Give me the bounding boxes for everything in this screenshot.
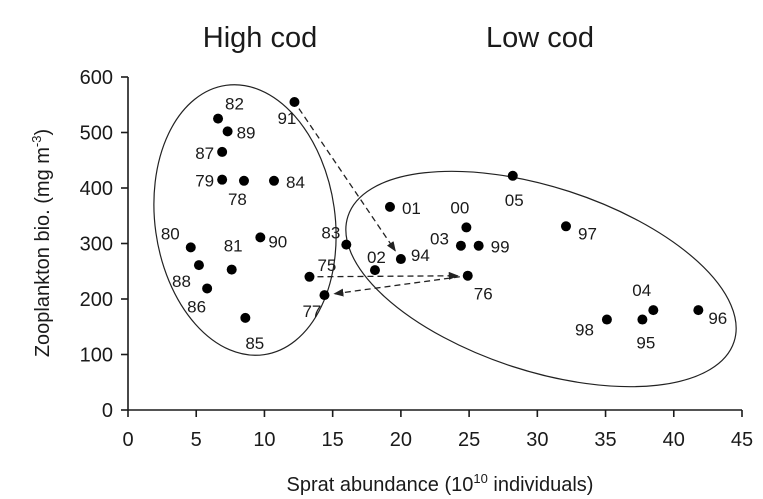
- data-point-77: [319, 290, 330, 301]
- data-point-89: [222, 126, 233, 137]
- x-axis-ticks: 0 5 10 15 20 25 30 35 40 45: [122, 410, 753, 451]
- data-point-80: [185, 242, 196, 253]
- low-cod-ellipse: [345, 170, 737, 388]
- y-tick-label: 500: [80, 123, 113, 145]
- x-tick-label: 40: [663, 429, 685, 451]
- point-label-01: 01: [402, 199, 421, 218]
- high-cod-ellipse: [153, 84, 337, 356]
- point-label-99: 99: [491, 238, 510, 257]
- point-label-05: 05: [505, 191, 524, 210]
- trend-arrow-91-94: [298, 108, 396, 252]
- data-point-85: [240, 312, 251, 323]
- point-label-88: 88: [172, 272, 191, 291]
- point-labels: 82 89 87 79 78 84 91 80 88 86 81 90 85 75 77 83 02 94 01 00…: [161, 95, 727, 353]
- data-point-75: [304, 271, 315, 282]
- x-tick-label: 30: [526, 429, 548, 451]
- point-label-75: 75: [317, 256, 336, 275]
- data-point-02: [369, 265, 380, 276]
- point-label-02: 02: [367, 248, 386, 267]
- data-point-96: [693, 305, 704, 316]
- x-tick-label: 35: [594, 429, 616, 451]
- point-label-98: 98: [575, 321, 594, 340]
- point-label-84: 84: [286, 173, 305, 192]
- point-label-03: 03: [430, 230, 449, 249]
- point-label-87: 87: [195, 144, 214, 163]
- x-tick-label: 10: [253, 429, 275, 451]
- data-point-82: [213, 113, 224, 124]
- point-label-90: 90: [268, 232, 287, 251]
- y-tick-label: 300: [80, 234, 113, 256]
- point-label-04: 04: [632, 281, 651, 300]
- data-point-79: [217, 174, 228, 185]
- data-point-81: [226, 264, 237, 275]
- point-label-77: 77: [302, 302, 321, 321]
- data-point-95: [637, 314, 648, 325]
- point-label-76: 76: [474, 285, 493, 304]
- x-tick-label: 5: [191, 429, 202, 451]
- x-tick-label: 0: [122, 429, 133, 451]
- point-label-97: 97: [578, 224, 597, 243]
- data-points: [185, 96, 704, 325]
- y-axis-title-exponent: -3: [29, 136, 44, 148]
- point-label-85: 85: [245, 334, 264, 353]
- point-label-86: 86: [187, 297, 206, 316]
- y-tick-label: 400: [80, 178, 113, 200]
- data-point-78: [238, 175, 249, 186]
- y-tick-label: 100: [80, 345, 113, 367]
- point-label-78: 78: [228, 190, 247, 209]
- x-axis-title-exponent: 10: [473, 471, 487, 486]
- group-title-low-cod: Low cod: [486, 22, 594, 54]
- x-tick-label: 15: [322, 429, 344, 451]
- group-title-high-cod: High cod: [203, 22, 317, 54]
- data-point-04: [648, 305, 659, 316]
- point-label-79: 79: [195, 172, 214, 191]
- x-axis-title: Sprat abundance (1010 individuals): [287, 471, 594, 496]
- point-label-89: 89: [237, 123, 256, 142]
- y-axis-title: Zooplankton bio. (mg m-3): [29, 129, 54, 357]
- data-point-90: [255, 232, 266, 243]
- point-label-96: 96: [708, 309, 727, 328]
- y-tick-label: 200: [80, 289, 113, 311]
- y-tick-label: 0: [102, 400, 113, 422]
- data-point-87: [217, 146, 228, 157]
- trend-arrows: [298, 108, 460, 297]
- point-label-95: 95: [636, 334, 655, 353]
- data-point-83: [341, 239, 352, 250]
- point-label-82: 82: [225, 95, 244, 114]
- point-label-81: 81: [224, 237, 243, 256]
- point-label-91: 91: [277, 109, 296, 128]
- x-tick-label: 20: [390, 429, 412, 451]
- data-point-76: [462, 270, 473, 281]
- point-label-94: 94: [411, 246, 430, 265]
- trend-arrow-76-77: [333, 276, 460, 297]
- data-point-01: [384, 201, 395, 212]
- data-point-94: [395, 254, 406, 265]
- point-label-80: 80: [161, 224, 180, 243]
- y-tick-label: 600: [80, 67, 113, 89]
- data-point-97: [560, 221, 571, 232]
- point-label-83: 83: [321, 224, 340, 243]
- data-point-88: [193, 260, 204, 271]
- trend-arrow-75-76: [317, 271, 459, 280]
- data-point-84: [268, 175, 279, 186]
- x-tick-label: 45: [731, 429, 753, 451]
- data-point-00: [461, 222, 472, 233]
- data-point-03: [455, 240, 466, 251]
- x-tick-label: 25: [458, 429, 480, 451]
- data-point-86: [202, 283, 213, 294]
- y-axis-ticks: 0 100 200 300 400 500 600: [80, 67, 128, 422]
- data-point-99: [473, 240, 484, 251]
- data-point-05: [507, 170, 518, 181]
- point-label-00: 00: [450, 198, 469, 217]
- data-point-98: [601, 314, 612, 325]
- data-point-91: [289, 96, 300, 107]
